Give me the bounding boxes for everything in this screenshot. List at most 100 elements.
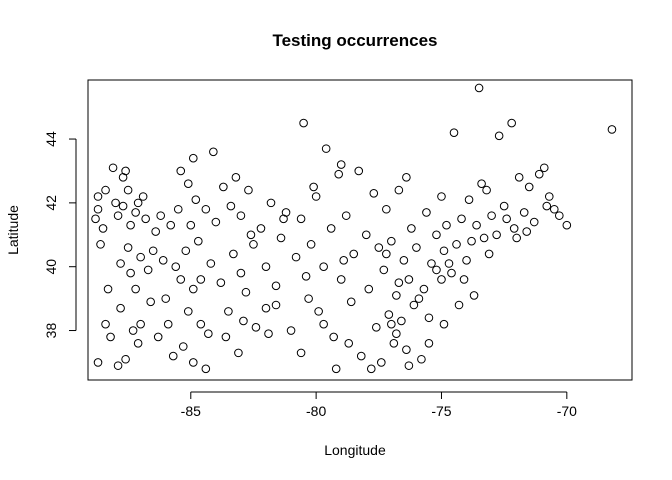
data-point [173,204,183,214]
x-tick-label: -70 [557,403,577,419]
data-point [241,287,251,297]
data-point [181,246,191,256]
data-point [226,201,236,211]
data-point [299,118,308,128]
data-point [329,332,338,342]
data-point [216,278,226,287]
data-point [123,185,133,195]
data-point [311,192,321,201]
data-point [188,358,198,367]
data-point [196,319,206,329]
data-point [296,348,306,358]
data-point [494,131,504,141]
data-point [462,256,471,265]
data-point [484,249,494,259]
y-axis-label: Latitude [5,205,21,255]
data-point [519,208,529,217]
data-point [326,224,336,233]
data-point [387,236,396,246]
data-point [397,316,406,326]
data-point [96,240,105,249]
data-point [249,240,258,249]
data-point [194,236,203,246]
data-point [382,204,391,214]
data-point [133,198,143,208]
data-point [377,358,386,367]
data-point [131,284,140,294]
data-point [118,201,128,211]
data-point [306,240,316,249]
data-point [196,275,206,284]
data-point [183,307,193,316]
data-point [279,214,288,224]
data-point [417,354,426,364]
data-point [116,259,125,268]
data-points [91,83,617,374]
data-point [143,265,153,275]
data-point [319,319,328,329]
data-point [422,208,431,217]
data-point [163,319,173,329]
data-point [384,310,394,319]
x-tick-label: -75 [431,403,451,419]
data-point [116,303,125,313]
y-tick-label: 38 [43,323,59,339]
data-point [409,300,419,310]
data-point [261,303,271,313]
data-point [457,214,466,224]
data-point [286,326,296,335]
data-point [186,220,196,230]
data-point [334,169,343,179]
data-point [113,361,123,370]
data-point [244,185,253,195]
data-point [113,211,123,220]
data-point [331,364,341,374]
plot-frame [87,79,633,381]
data-point [276,233,286,243]
data-point [93,358,103,367]
data-point [291,252,301,262]
data-point [126,220,135,230]
y-tick-label: 40 [43,259,59,275]
data-point [231,173,241,182]
data-point [271,300,281,310]
data-point [447,268,456,278]
data-point [246,230,256,240]
data-point [341,211,351,220]
data-point [392,291,401,300]
data-point [344,338,354,348]
data-point [251,323,261,332]
data-point [91,214,100,224]
data-point [123,243,133,252]
data-point [366,364,376,374]
data-point [514,173,524,182]
data-point [404,361,414,370]
data-point [204,329,213,339]
data-point [121,354,130,364]
data-point [178,342,188,351]
data-point [432,230,441,240]
data-point [539,163,549,173]
data-point [459,275,469,284]
y-tick-label: 42 [43,195,59,211]
data-point [176,275,186,284]
data-point [219,182,228,192]
data-point [236,211,246,220]
data-point [158,256,168,265]
data-point [529,217,539,227]
data-point [402,345,411,354]
data-point [126,268,135,278]
x-tick-label: -85 [181,403,201,419]
data-point [148,246,158,256]
data-point [404,275,414,284]
data-point [319,262,328,272]
x-axis: -85 -80 -75 -70 [181,391,577,419]
data-point [131,208,140,217]
data-point [146,297,155,307]
data-point [509,224,519,233]
data-point [469,291,479,300]
data-point [236,268,246,278]
data-point [264,329,273,339]
data-point [389,338,399,348]
data-point [361,230,371,240]
